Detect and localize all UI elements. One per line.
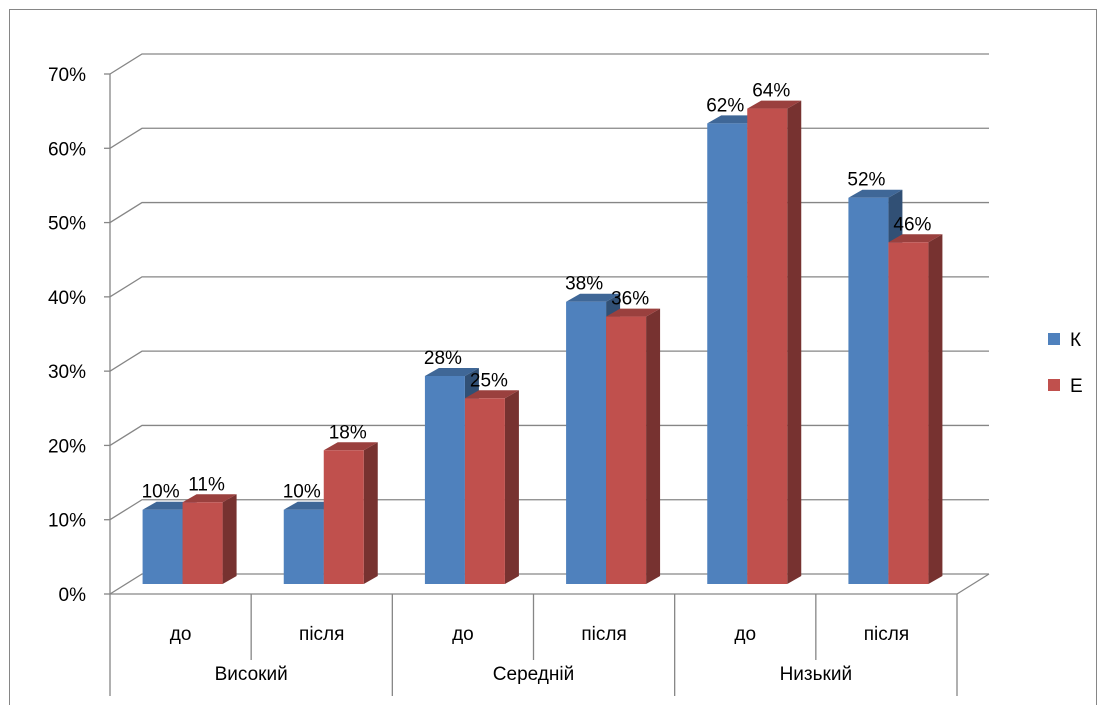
gridline	[109, 424, 989, 446]
group-label: Середній	[493, 664, 574, 685]
bar-top	[566, 293, 621, 302]
bar-top	[323, 442, 378, 451]
data-label: 62%	[706, 95, 744, 116]
chart-frame	[9, 9, 1097, 705]
data-label: 10%	[142, 482, 180, 503]
gridline	[109, 127, 989, 149]
category-label: до	[170, 624, 192, 645]
category-label: до	[452, 624, 474, 645]
floor-edge	[956, 573, 990, 595]
y-tick-label: 60%	[48, 139, 86, 160]
category-label: після	[581, 624, 626, 645]
data-label: 38%	[565, 274, 603, 295]
bar-top	[606, 308, 661, 317]
category-label: після	[299, 624, 344, 645]
data-label: 28%	[424, 348, 462, 369]
bar	[424, 376, 465, 584]
category-label: після	[864, 624, 909, 645]
legend-swatch	[1048, 379, 1060, 391]
bar	[464, 398, 505, 584]
data-label: 64%	[752, 81, 790, 102]
bar	[888, 242, 929, 585]
bar-top	[888, 234, 943, 243]
y-tick-label: 10%	[48, 511, 86, 532]
legend-label: К	[1070, 330, 1081, 351]
bar-side	[504, 390, 519, 584]
gridline	[109, 573, 989, 595]
bar	[566, 301, 607, 584]
y-tick-label: 50%	[48, 214, 86, 235]
bar	[707, 123, 748, 584]
bar-side	[787, 100, 802, 585]
gridline	[109, 201, 989, 224]
y-tick-label: 30%	[48, 362, 86, 383]
data-label: 11%	[188, 474, 225, 495]
data-label: 52%	[847, 170, 885, 191]
bar-top	[424, 368, 479, 376]
gridline	[109, 350, 989, 372]
bar	[283, 509, 324, 584]
data-label: 10%	[283, 482, 321, 503]
y-tick-label: 70%	[48, 65, 86, 86]
category-label: до	[734, 624, 756, 645]
bar	[848, 197, 889, 584]
bar-side	[928, 234, 943, 585]
bar	[606, 316, 647, 584]
bar-top	[848, 189, 903, 198]
gridline	[109, 499, 989, 521]
bar	[182, 502, 223, 584]
y-tick-label: 40%	[48, 288, 86, 309]
bar-top	[182, 494, 237, 503]
data-label: 36%	[611, 289, 649, 310]
group-label: Низький	[780, 664, 852, 685]
gridline	[109, 276, 989, 298]
bar-top	[464, 390, 519, 399]
bar	[747, 108, 788, 585]
gridline	[109, 53, 989, 75]
bar-top	[747, 100, 802, 109]
legend-label: Е	[1070, 376, 1083, 397]
bar	[323, 450, 364, 584]
data-label: 18%	[329, 422, 367, 443]
data-label: 25%	[470, 370, 508, 391]
legend-swatch	[1048, 333, 1060, 345]
data-label: 46%	[893, 214, 931, 235]
bar-side	[363, 442, 378, 584]
bar-side	[646, 308, 661, 584]
y-tick-label: 20%	[48, 436, 86, 457]
bar-side	[222, 494, 237, 584]
group-label: Високий	[215, 664, 288, 685]
bar	[142, 509, 183, 584]
y-tick-label: 0%	[59, 585, 87, 606]
